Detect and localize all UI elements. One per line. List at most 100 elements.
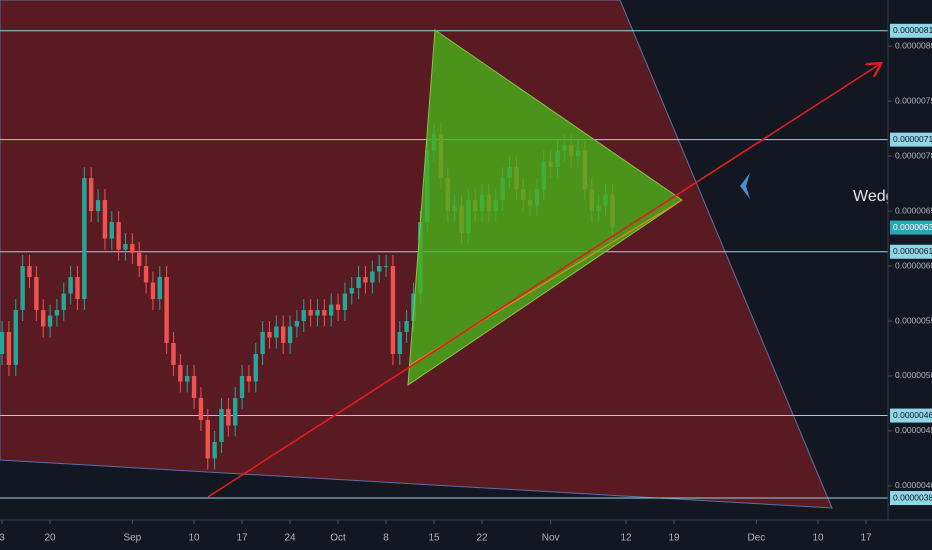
candle-body [212,441,217,459]
candle-body [157,277,162,300]
triangle-pattern [407,29,683,386]
candle-body [61,293,66,311]
candle-body [329,304,334,316]
x-tick-label: 19 [668,533,680,544]
y-tick-label: 0.00000600 [895,260,932,270]
x-tick-label: 3 [0,533,5,544]
x-tick-label: 17 [236,533,248,544]
candle-body [130,244,135,253]
candle-body [41,310,46,327]
candle-body [239,375,245,398]
candle-body [89,178,94,212]
x-tick-label: 17 [860,533,872,544]
level-label: 0.00000814 [893,25,932,35]
candle-body [178,364,183,382]
y-tick-label: 0.00000500 [895,370,932,380]
x-tick-label: 12 [620,533,632,544]
candle-body [342,293,348,311]
candle-body [397,332,402,354]
candle-body [294,321,300,327]
level-label: 0.00000613 [893,246,932,256]
axes: 0.00000800 0.00000750 0.00000700 0.00000650… [0,23,932,544]
y-tick-label: 0.00000750 [895,95,932,105]
candle-body [137,252,142,267]
candle-body [363,277,368,283]
level-label: 0.00000715 [893,134,932,144]
x-tick-label: 22 [476,533,488,544]
annotation: Wedge [853,188,904,205]
last-price-label: 0.00000635 [893,222,932,232]
candle-body [185,375,190,382]
candle-body [68,277,73,294]
plot-area: Wedge [0,0,904,509]
candle-body [390,266,396,354]
x-tick-label: 8 [383,533,389,544]
candle-body [377,266,382,272]
candle-body [226,408,231,426]
x-tick-label: 15 [428,533,440,544]
level-label-box [890,408,932,423]
x-tick-label: Oct [330,533,346,544]
candle-body [233,397,238,426]
candle-body [356,277,361,289]
candle-body [370,271,375,283]
candle-body [47,315,53,327]
candle-body [315,310,320,316]
x-tick-label: 10 [188,533,200,544]
candle-body [349,288,354,294]
level-label-box [890,491,932,506]
x-tick-label: 24 [284,533,296,544]
level-label-box [890,23,932,38]
candle-body [54,310,60,316]
candle-body [123,244,128,250]
level-label: 0.00000389 [893,492,932,502]
level-label: 0.00000464 [893,410,932,420]
candle-body [404,321,409,333]
x-tick-label: Dec [747,533,765,544]
y-tick-label: 0.00000650 [895,205,932,215]
candle-body [34,277,39,311]
candle-body [281,326,286,344]
candle-body [253,353,258,382]
candle-body [95,200,101,212]
candle-body [322,310,327,316]
x-tick-label: Nov [542,533,560,544]
candle-body [335,304,341,311]
x-tick-label: 10 [812,533,824,544]
last-price-box [890,220,932,235]
candle-body [191,375,197,398]
candle-body [27,266,32,278]
candle-body [219,408,224,442]
candle-body [109,222,114,239]
trend-arrow [207,64,880,498]
candle-body [308,310,313,316]
candle-body [0,332,5,354]
candle-body [287,326,293,344]
candle-body [164,277,169,344]
candle-body [102,200,108,239]
candle-body [383,266,389,268]
level-label-box [890,132,932,147]
candle-body [150,282,156,300]
candle-body [20,266,25,311]
x-tick-label: Sep [123,533,141,544]
candle-body [246,375,252,382]
candle-body [260,332,265,354]
y-tick-label: 0.00000800 [895,40,932,50]
y-tick-label: 0.00000450 [895,425,932,435]
chevron-icon [740,173,750,199]
shaded-region [0,0,833,509]
candle-body [301,310,306,322]
y-tick-label: 0.00000550 [895,315,932,325]
y-tick-label: 0.00000700 [895,150,932,160]
candle-body [205,419,210,459]
candle-body [143,266,149,283]
level-label-box [890,244,932,259]
candle-body [198,397,204,420]
candle-body [6,332,12,365]
x-tick-label: 20 [44,533,56,544]
candle-body [267,332,272,338]
candle-body [82,178,87,300]
